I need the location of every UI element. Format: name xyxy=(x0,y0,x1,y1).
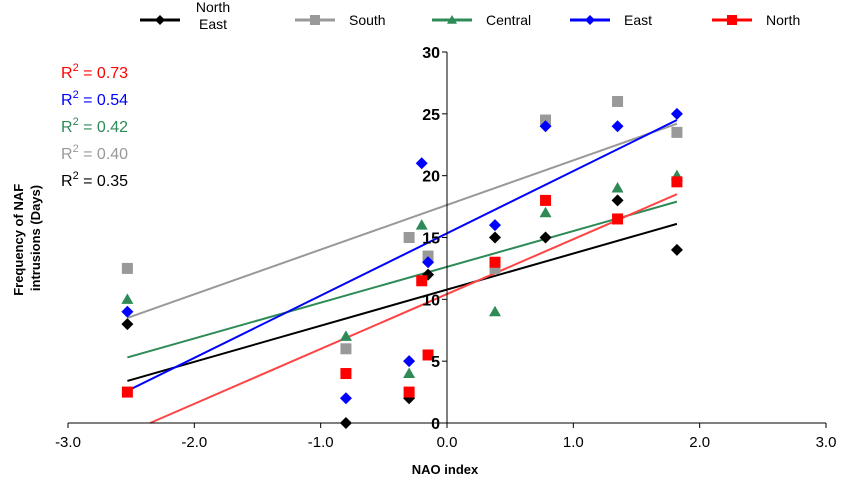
data-point-north xyxy=(416,275,428,287)
data-point-north xyxy=(403,386,415,398)
r2-label-north-east: R2 = 0.35 xyxy=(61,170,128,190)
data-point-north-east xyxy=(539,231,552,244)
legend-label-line: North xyxy=(196,0,230,15)
y-tick-label: 20 xyxy=(422,169,440,186)
r2-value: = 0.40 xyxy=(79,146,128,163)
data-point-central xyxy=(489,305,502,317)
x-tick-label: 3.0 xyxy=(816,434,837,451)
y-tick-label: 10 xyxy=(422,292,440,309)
data-point-north xyxy=(121,386,133,398)
x-tick-label: 2.0 xyxy=(689,434,710,451)
r2-label-north: R2 = 0.73 xyxy=(61,62,128,82)
data-point-south xyxy=(540,114,552,126)
data-point-central xyxy=(539,206,552,218)
legend-marker-central xyxy=(447,15,457,24)
y-tick-label: 15 xyxy=(422,231,440,248)
data-point-east xyxy=(670,107,683,120)
r2-symbol: R xyxy=(61,173,73,190)
data-point-east xyxy=(121,305,134,318)
r2-superscript: 2 xyxy=(73,143,79,155)
legend-label-central: Central xyxy=(486,12,531,28)
data-point-north xyxy=(340,368,352,380)
y-tick-label: 0 xyxy=(431,416,440,433)
x-tick-label: 0.0 xyxy=(437,434,458,451)
data-points xyxy=(121,95,683,429)
data-point-central xyxy=(415,219,428,230)
y-axis-title-line-2: intrusions (Days) xyxy=(28,185,43,291)
y-tick-label: 30 xyxy=(422,45,440,62)
x-tick-label: -2.0 xyxy=(181,434,207,451)
data-point-south xyxy=(671,126,683,138)
legend: North East South Central East North xyxy=(140,0,800,32)
r2-superscript: 2 xyxy=(73,116,79,128)
r2-label-south: R2 = 0.40 xyxy=(61,143,128,163)
data-point-north xyxy=(671,176,683,188)
data-point-central xyxy=(611,182,624,193)
legend-label-line: East xyxy=(199,16,227,32)
trendline-east xyxy=(126,119,678,392)
legend-marker-north xyxy=(727,15,737,25)
data-point-south xyxy=(422,250,434,262)
data-point-south xyxy=(612,95,624,107)
r2-value: = 0.35 xyxy=(79,173,128,190)
trendline-north xyxy=(149,193,678,424)
data-point-north-east xyxy=(670,243,683,256)
x-axis-title: NAO index xyxy=(412,462,479,477)
data-point-central xyxy=(403,367,416,379)
r2-label-east: R2 = 0.54 xyxy=(61,89,128,109)
legend-label-north: North xyxy=(766,12,800,28)
data-point-east xyxy=(422,256,435,269)
x-tick-label: 1.0 xyxy=(563,434,584,451)
data-point-south xyxy=(121,262,133,274)
data-point-north-east xyxy=(611,194,624,207)
y-tick-label: 25 xyxy=(422,107,440,124)
legend-marker-south xyxy=(310,15,320,25)
r2-symbol: R xyxy=(61,119,73,136)
data-point-north xyxy=(540,194,552,206)
trendlines xyxy=(126,119,678,424)
r2-label-central: R2 = 0.42 xyxy=(61,116,128,136)
data-point-south xyxy=(403,232,415,243)
data-point-north xyxy=(489,256,501,268)
trendline-north-east xyxy=(127,222,678,382)
trendline-central xyxy=(127,200,678,359)
r2-superscript: 2 xyxy=(73,62,79,74)
r2-symbol: R xyxy=(61,146,73,163)
r2-value: = 0.73 xyxy=(79,65,128,82)
data-point-east xyxy=(339,392,352,405)
legend-label-north-east: North East xyxy=(196,0,230,32)
y-axis-title-line-1: Frequency of NAF xyxy=(11,184,26,296)
data-point-east xyxy=(415,157,428,170)
data-point-south xyxy=(340,343,352,355)
r2-superscript: 2 xyxy=(73,170,79,182)
data-point-north-east xyxy=(121,318,134,331)
r2-symbol: R xyxy=(61,92,73,109)
legend-marker-north-east xyxy=(155,15,165,25)
r2-value: = 0.54 xyxy=(79,92,128,109)
legend-label-east: East xyxy=(624,12,652,28)
data-point-north xyxy=(612,213,624,225)
r2-value: = 0.42 xyxy=(79,119,128,136)
data-point-east xyxy=(539,120,552,133)
data-point-north xyxy=(422,349,434,361)
x-tick-label: -1.0 xyxy=(308,434,334,451)
r2-superscript: 2 xyxy=(73,89,79,101)
data-point-central xyxy=(121,293,134,304)
data-point-east xyxy=(489,219,502,232)
data-point-north-east xyxy=(489,231,502,244)
axes: -3.0 -2.0 -1.0 0.0 1.0 2.0 3.0 0 5 10 15 20 25 30 xyxy=(55,45,836,451)
y-axis-title: Frequency of NAF intrusions (Days) xyxy=(11,180,43,296)
data-point-south xyxy=(489,262,501,274)
data-point-central xyxy=(339,330,352,341)
legend-label-south: South xyxy=(349,12,386,28)
legend-marker-east xyxy=(585,15,595,25)
data-point-east xyxy=(611,120,624,133)
data-point-east xyxy=(403,355,416,368)
r2-symbol: R xyxy=(61,65,73,82)
y-tick-label: 5 xyxy=(431,354,440,371)
trendline-south xyxy=(127,122,678,319)
x-tick-label: -3.0 xyxy=(55,434,81,451)
